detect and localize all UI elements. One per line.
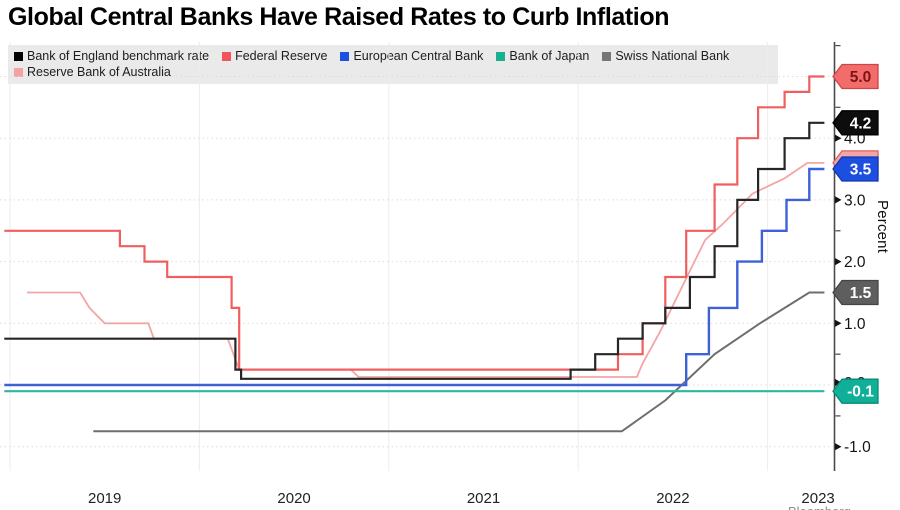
legend-swatch: [496, 51, 506, 61]
legend-label: Bank of England benchmark rate: [27, 49, 210, 63]
legend-label: Federal Reserve: [235, 49, 328, 63]
y-tick-arrow: [835, 319, 842, 327]
y-tick-arrow: [835, 258, 842, 266]
y-tick-label: -1.0: [844, 439, 871, 456]
end-value-tag-federal-reserve: [832, 63, 879, 90]
legend-row: Bank of England benchmark rate Federal Re…: [14, 48, 772, 64]
end-value-label-swiss-national-bank: 1.5: [850, 285, 872, 302]
legend-row: Reserve Bank of Australia: [14, 64, 772, 80]
legend-item-european-central-bank: European Central Bank: [340, 48, 483, 64]
y-tick-arrow: [835, 378, 842, 387]
legend-swatch: [14, 51, 23, 61]
end-value-label-bank-of-england-benchmark-rate: 4.2: [850, 115, 872, 132]
series-line-bank-of-england-benchmark-rate: [4, 121, 825, 380]
end-value-label-federal-reserve: 5.0: [850, 69, 872, 86]
legend-label: Reserve Bank of Australia: [27, 65, 171, 79]
chart-title: Global Central Banks Have Raised Rates t…: [8, 3, 670, 31]
watermark: Bloomberg: [788, 504, 851, 510]
legend-label: Swiss National Bank: [615, 49, 730, 63]
legend-swatch: [222, 51, 232, 61]
series-line-european-central-bank: [4, 167, 825, 387]
legend-item-swiss-national-bank: Swiss National Bank: [602, 48, 729, 64]
end-value-tag-european-central-bank: [832, 156, 879, 182]
y-tick-arrow: [835, 134, 842, 142]
x-tick-label: 2020: [277, 490, 310, 507]
y-tick-label: 3.0: [844, 192, 866, 209]
legend-swatch: [340, 51, 350, 61]
end-value-label-bank-of-japan: -0.1: [847, 384, 874, 401]
legend-item-bank-of-england-benchmark-rate: Bank of England benchmark rate: [14, 48, 209, 64]
y-tick-arrow: [835, 443, 842, 451]
legend-label: Bank of Japan: [509, 49, 590, 63]
series-line-reserve-bank-of-australia: [27, 162, 825, 378]
y-tick-label: 1.0: [844, 316, 866, 333]
end-value-tag-bank-of-japan: [832, 378, 879, 404]
series-line-swiss-national-bank: [93, 291, 825, 433]
x-tick-label: 2019: [88, 490, 121, 507]
legend-item-reserve-bank-of-australia: Reserve Bank of Australia: [14, 64, 171, 80]
y-tick-arrow: [835, 196, 842, 204]
x-tick-label: 2021: [467, 490, 500, 507]
legend-label: European Central Bank: [353, 49, 484, 63]
end-value-label-european-central-bank: 3.5: [850, 162, 872, 179]
end-value-tag-bank-of-england-benchmark-rate: [832, 110, 879, 136]
x-tick-label: 2023: [801, 490, 834, 507]
legend-item-bank-of-japan: Bank of Japan: [496, 48, 589, 64]
chart-legend: Bank of England benchmark rate Federal Re…: [8, 45, 778, 84]
series-line-federal-reserve: [4, 75, 825, 371]
end-value-tag-swiss-national-bank: [832, 279, 879, 306]
legend-item-federal-reserve: Federal Reserve: [222, 48, 327, 64]
legend-swatch: [14, 67, 23, 77]
legend-swatch: [602, 51, 612, 61]
y-axis-title: Percent: [874, 200, 891, 254]
y-tick-label: 2.0: [844, 254, 866, 271]
x-tick-label: 2022: [656, 490, 689, 507]
